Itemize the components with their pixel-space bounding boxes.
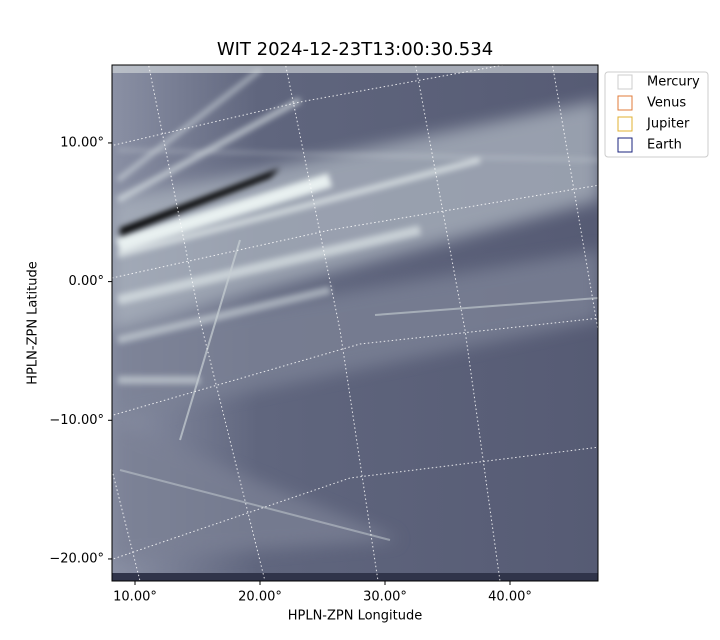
y-axis-label: HPLN-ZPN Latitude bbox=[26, 261, 41, 384]
image bbox=[112, 65, 598, 581]
y-tick-label: −20.00° bbox=[49, 551, 104, 566]
legend-swatch bbox=[617, 137, 633, 153]
legend-swatch bbox=[617, 116, 633, 132]
y-tick-label: −10.00° bbox=[49, 413, 104, 428]
y-tick-label: 0.00° bbox=[69, 274, 104, 289]
legend-label: Mercury bbox=[647, 75, 700, 90]
chart-title: WIT 2024-12-23T13:00:30.534 bbox=[217, 39, 493, 60]
legend-label: Earth bbox=[647, 138, 682, 153]
legend-label: Jupiter bbox=[646, 117, 690, 132]
x-tick-label: 40.00° bbox=[488, 590, 532, 605]
x-axis-label: HPLN-ZPN Longitude bbox=[288, 609, 423, 624]
legend-swatch bbox=[617, 95, 633, 111]
x-tick-label: 20.00° bbox=[238, 590, 282, 605]
x-tick-label: 10.00° bbox=[113, 590, 157, 605]
legend-swatch bbox=[617, 74, 633, 90]
x-tick-label: 30.00° bbox=[363, 590, 407, 605]
legend bbox=[604, 71, 709, 158]
plot-frame bbox=[111, 64, 599, 582]
y-tick-label: 10.00° bbox=[60, 135, 104, 150]
legend-label: Venus bbox=[647, 96, 686, 111]
